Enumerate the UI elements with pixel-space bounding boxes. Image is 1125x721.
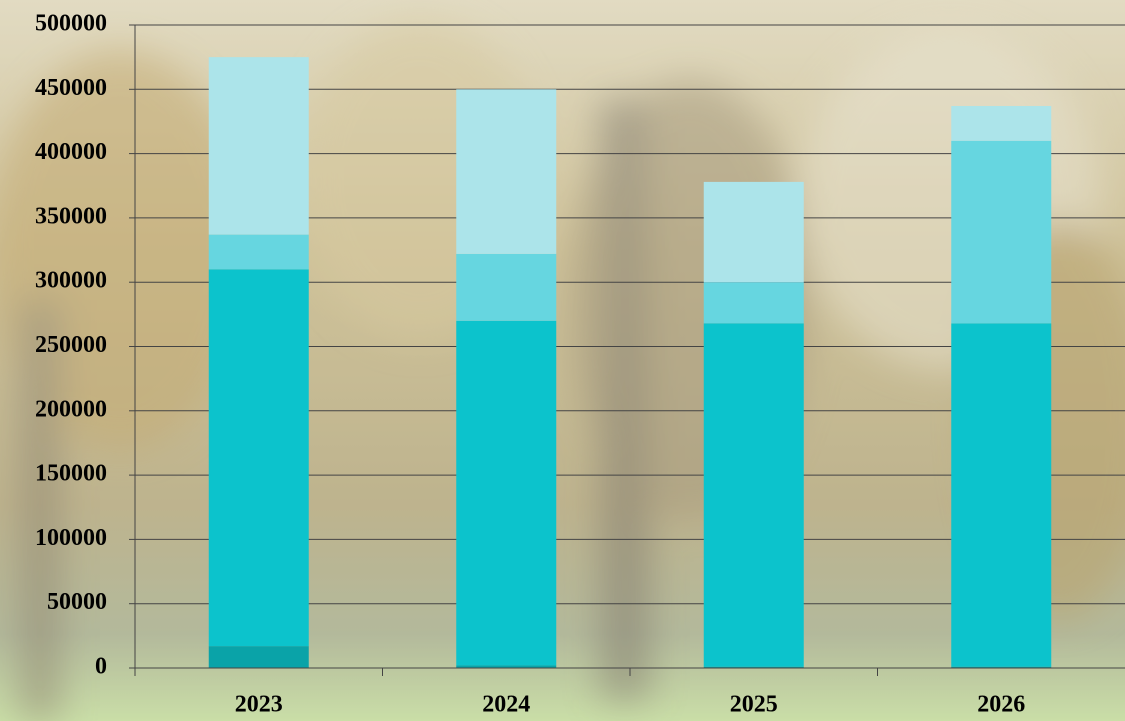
bar-segment [703,181,804,283]
x-tick-label: 2026 [977,692,1025,718]
bar-segment [456,320,557,666]
x-tick-label: 2023 [235,692,283,718]
y-tick-label: 100000 [35,525,107,551]
y-tick-label: 500000 [35,11,107,37]
bar-segment [951,106,1052,141]
bar-segment [703,666,804,668]
bar-segment [703,323,804,667]
y-tick-label: 150000 [35,461,107,487]
bar-segment [456,665,557,668]
y-tick-label: 50000 [47,589,107,615]
bars [208,57,1052,668]
y-tick-label: 300000 [35,268,107,294]
bar-segment [456,89,557,254]
bar-segment [208,57,309,235]
bar-segment [208,269,309,647]
bar-segment [703,282,804,324]
bar-segment [208,646,309,668]
bar-segment [951,140,1052,324]
bar-segment [456,253,557,321]
y-tick-label: 400000 [35,139,107,165]
y-tick-label: 250000 [35,332,107,358]
x-tick-label: 2024 [482,692,530,718]
y-tick-label: 350000 [35,203,107,229]
y-tick-label: 0 [95,654,107,680]
bar-segment [951,666,1052,668]
y-tick-label: 200000 [35,396,107,422]
y-tick-label: 450000 [35,75,107,101]
x-tick-label: 2025 [730,692,778,718]
bar-segment [208,234,309,270]
bar-segment [951,323,1052,667]
